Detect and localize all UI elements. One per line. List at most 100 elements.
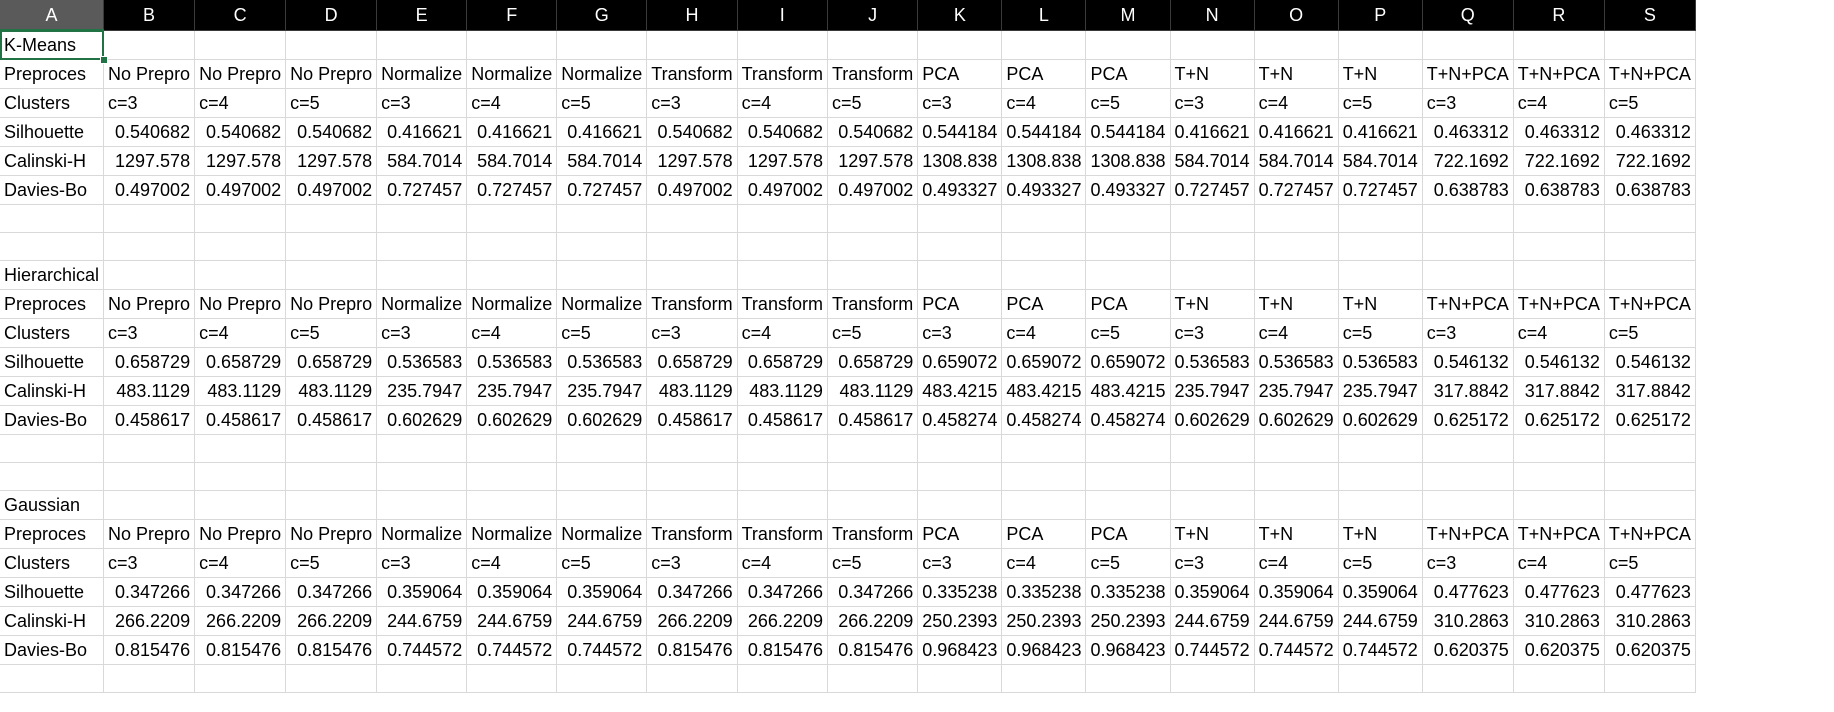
empty-cell[interactable] <box>827 232 919 261</box>
column-header-e[interactable]: E <box>376 0 468 31</box>
clusters-cell[interactable]: c=4 <box>1513 88 1605 118</box>
empty-cell[interactable] <box>466 260 558 290</box>
preprocessing-cell[interactable]: Transform <box>827 289 919 319</box>
metric-value-cell[interactable]: 0.416621 <box>1254 117 1339 147</box>
metric-value-cell[interactable]: 1297.578 <box>646 146 738 176</box>
column-header-s[interactable]: S <box>1604 0 1696 31</box>
clusters-cell[interactable]: c=3 <box>1170 88 1255 118</box>
metric-value-cell[interactable]: 483.4215 <box>1001 376 1087 406</box>
clusters-cell[interactable]: c=3 <box>376 548 468 578</box>
metric-value-cell[interactable]: 0.536583 <box>466 347 558 377</box>
metric-value-cell[interactable]: 235.7947 <box>1254 376 1339 406</box>
preprocessing-cell[interactable]: Normalize <box>376 59 468 89</box>
metric-value-cell[interactable]: 0.744572 <box>1170 635 1255 665</box>
preprocessing-cell[interactable]: No Prepro <box>103 289 196 319</box>
metric-value-cell[interactable]: 584.7014 <box>1338 146 1423 176</box>
row-label-davies-bo[interactable]: Davies-Bo <box>0 175 105 205</box>
empty-cell[interactable] <box>917 260 1003 290</box>
metric-value-cell[interactable]: 0.815476 <box>646 635 738 665</box>
metric-value-cell[interactable]: 0.458617 <box>737 405 828 435</box>
row-label-calinski-h[interactable]: Calinski-H <box>0 606 105 636</box>
clusters-cell[interactable]: c=4 <box>1513 548 1605 578</box>
metric-value-cell[interactable]: 266.2209 <box>646 606 738 636</box>
preprocessing-cell[interactable]: PCA <box>1001 519 1087 549</box>
clusters-cell[interactable]: c=3 <box>376 88 468 118</box>
metric-value-cell[interactable]: 0.625172 <box>1513 405 1605 435</box>
row-label-clusters[interactable]: Clusters <box>0 88 105 118</box>
preprocessing-cell[interactable]: Normalize <box>466 59 558 89</box>
metric-value-cell[interactable]: 0.744572 <box>376 635 468 665</box>
empty-cell[interactable] <box>1513 664 1605 693</box>
empty-cell[interactable] <box>1513 30 1605 60</box>
metric-value-cell[interactable]: 0.625172 <box>1422 405 1514 435</box>
clusters-cell[interactable]: c=3 <box>917 88 1003 118</box>
clusters-cell[interactable]: c=5 <box>285 318 378 348</box>
clusters-cell[interactable]: c=4 <box>466 548 558 578</box>
metric-value-cell[interactable]: 244.6759 <box>1338 606 1423 636</box>
empty-cell[interactable] <box>194 434 287 463</box>
empty-cell[interactable] <box>1513 260 1605 290</box>
clusters-cell[interactable]: c=4 <box>466 318 558 348</box>
empty-cell[interactable] <box>737 260 828 290</box>
clusters-cell[interactable]: c=4 <box>1254 318 1339 348</box>
preprocessing-cell[interactable]: Normalize <box>556 289 648 319</box>
empty-cell[interactable] <box>1254 204 1339 233</box>
clusters-cell[interactable]: c=4 <box>737 88 828 118</box>
preprocessing-cell[interactable]: PCA <box>1085 289 1171 319</box>
metric-value-cell[interactable]: 0.497002 <box>646 175 738 205</box>
row-label-clusters[interactable]: Clusters <box>0 318 105 348</box>
empty-cell[interactable] <box>1254 664 1339 693</box>
metric-value-cell[interactable]: 0.335238 <box>1001 577 1087 607</box>
empty-cell[interactable] <box>1338 434 1423 463</box>
empty-cell[interactable] <box>285 232 378 261</box>
clusters-cell[interactable]: c=4 <box>194 318 287 348</box>
empty-cell[interactable] <box>194 490 287 520</box>
metric-value-cell[interactable]: 310.2863 <box>1513 606 1605 636</box>
preprocessing-cell[interactable]: Normalize <box>466 519 558 549</box>
empty-cell[interactable] <box>556 664 648 693</box>
metric-value-cell[interactable]: 483.1129 <box>194 376 287 406</box>
metric-value-cell[interactable]: 0.536583 <box>1338 347 1423 377</box>
metric-value-cell[interactable]: 1308.838 <box>1001 146 1087 176</box>
preprocessing-cell[interactable]: Normalize <box>376 519 468 549</box>
empty-cell[interactable] <box>103 232 196 261</box>
clusters-cell[interactable]: c=4 <box>1001 318 1087 348</box>
metric-value-cell[interactable]: 0.477623 <box>1422 577 1514 607</box>
empty-cell[interactable] <box>1085 30 1171 60</box>
column-header-g[interactable]: G <box>556 0 648 31</box>
metric-value-cell[interactable]: 0.458274 <box>1085 405 1171 435</box>
empty-cell[interactable] <box>556 30 648 60</box>
preprocessing-cell[interactable]: No Prepro <box>103 519 196 549</box>
column-header-b[interactable]: B <box>103 0 196 31</box>
column-header-j[interactable]: J <box>827 0 919 31</box>
preprocessing-cell[interactable]: T+N+PCA <box>1604 59 1696 89</box>
metric-value-cell[interactable]: 235.7947 <box>1338 376 1423 406</box>
clusters-cell[interactable]: c=4 <box>737 548 828 578</box>
metric-value-cell[interactable]: 0.744572 <box>1338 635 1423 665</box>
metric-value-cell[interactable]: 483.1129 <box>285 376 378 406</box>
empty-cell[interactable] <box>103 204 196 233</box>
metric-value-cell[interactable]: 0.968423 <box>1085 635 1171 665</box>
metric-value-cell[interactable]: 0.359064 <box>1338 577 1423 607</box>
metric-value-cell[interactable]: 0.335238 <box>917 577 1003 607</box>
empty-cell[interactable] <box>376 260 468 290</box>
empty-cell[interactable] <box>1422 434 1514 463</box>
metric-value-cell[interactable]: 0.347266 <box>103 577 196 607</box>
metric-value-cell[interactable]: 0.602629 <box>1170 405 1255 435</box>
metric-value-cell[interactable]: 483.1129 <box>646 376 738 406</box>
empty-cell[interactable] <box>466 434 558 463</box>
metric-value-cell[interactable]: 0.546132 <box>1513 347 1605 377</box>
metric-value-cell[interactable]: 244.6759 <box>376 606 468 636</box>
metric-value-cell[interactable]: 266.2209 <box>827 606 919 636</box>
empty-cell[interactable] <box>1422 232 1514 261</box>
empty-cell[interactable] <box>737 664 828 693</box>
empty-cell[interactable] <box>103 260 196 290</box>
empty-cell[interactable] <box>285 664 378 693</box>
metric-value-cell[interactable]: 483.1129 <box>103 376 196 406</box>
clusters-cell[interactable]: c=5 <box>556 88 648 118</box>
empty-cell[interactable] <box>646 204 738 233</box>
clusters-cell[interactable]: c=3 <box>1422 548 1514 578</box>
empty-cell[interactable] <box>1001 30 1087 60</box>
metric-value-cell[interactable]: 0.658729 <box>646 347 738 377</box>
metric-value-cell[interactable]: 0.540682 <box>646 117 738 147</box>
